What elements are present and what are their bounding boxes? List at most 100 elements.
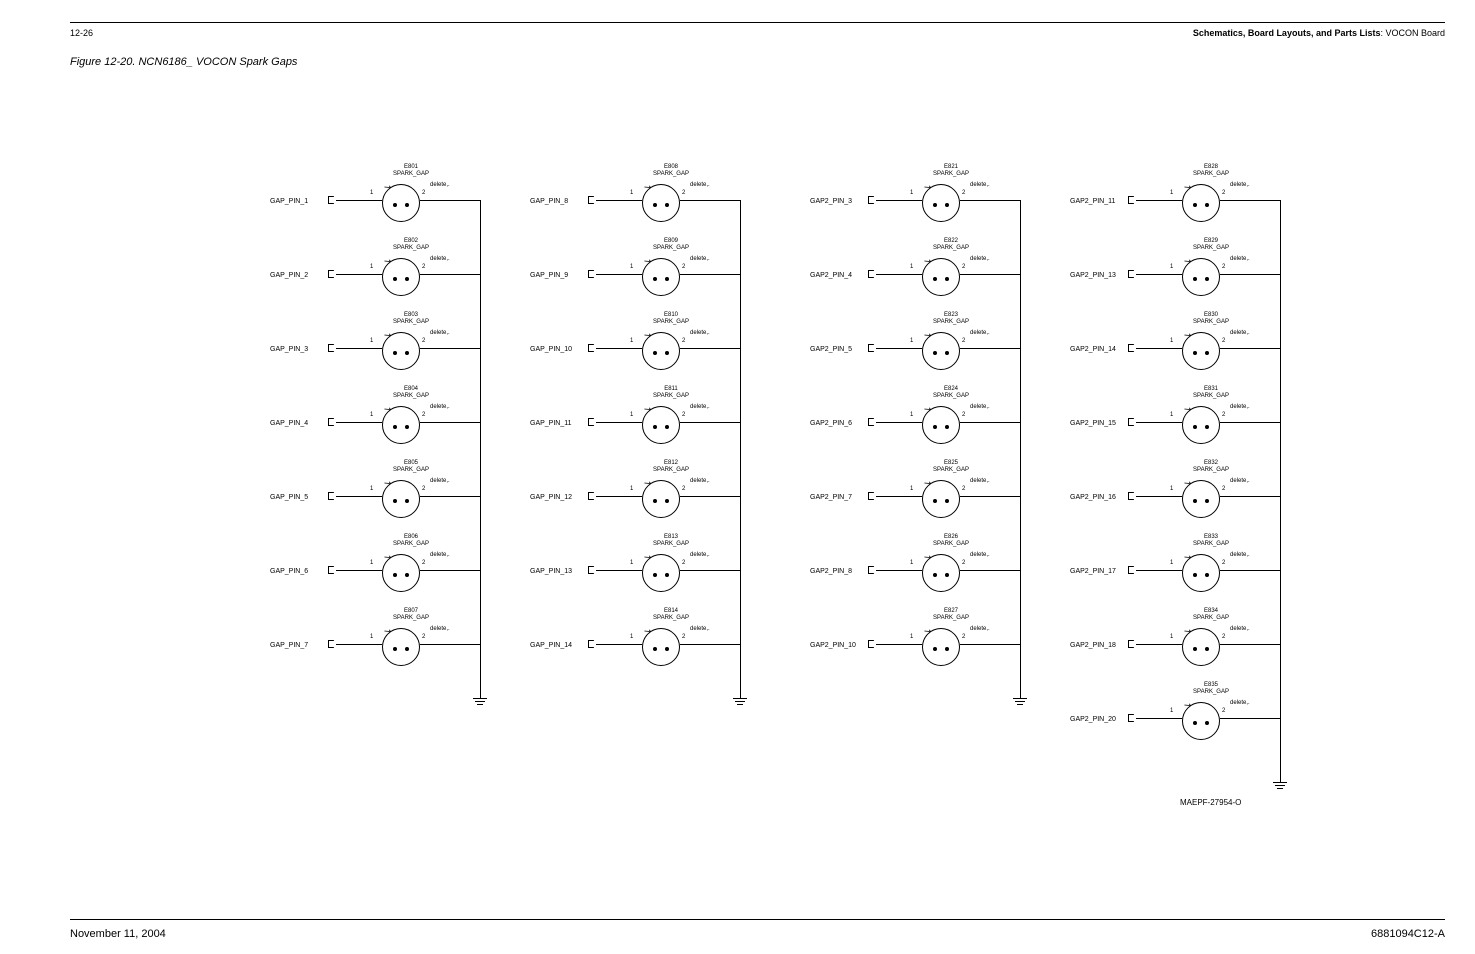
pin-2-label: 2 <box>422 560 425 566</box>
schematic-column: GAP2_PIN_3 1 E821SPARK_GAP delete,. ↘ 2 … <box>810 160 1070 678</box>
spark-gap-cell: GAP2_PIN_4 1 E822SPARK_GAP delete,. ↘ 2 <box>810 234 1070 308</box>
wire <box>336 274 382 275</box>
wire <box>876 348 922 349</box>
spark-gap-icon <box>1182 480 1220 518</box>
spark-gap-icon <box>382 258 420 296</box>
signal-label: GAP_PIN_9 <box>530 272 568 279</box>
signal-label: GAP_PIN_3 <box>270 346 308 353</box>
pin-2-label: 2 <box>422 264 425 270</box>
wire <box>1220 274 1280 275</box>
pin-2-label: 2 <box>962 560 965 566</box>
net-flag-icon <box>1128 714 1136 722</box>
ground-bus <box>1020 200 1021 698</box>
pin-2-label: 2 <box>1222 190 1225 196</box>
delete-annotation: delete,. <box>430 626 450 632</box>
wire <box>336 496 382 497</box>
pin-1-label: 1 <box>910 412 913 418</box>
pin-1-label: 1 <box>630 486 633 492</box>
signal-label: GAP2_PIN_8 <box>810 568 852 575</box>
wire <box>1136 496 1182 497</box>
wire <box>680 644 740 645</box>
signal-label: GAP_PIN_8 <box>530 198 568 205</box>
spark-gap-icon <box>922 480 960 518</box>
spark-gap-icon <box>922 406 960 444</box>
net-flag-icon <box>1128 344 1136 352</box>
signal-label: GAP_PIN_14 <box>530 642 572 649</box>
spark-gap-icon <box>642 406 680 444</box>
wire <box>420 644 480 645</box>
delete-annotation: delete,. <box>690 330 710 336</box>
wire <box>1220 718 1280 719</box>
ground-bus <box>740 200 741 698</box>
spark-gap-cell: GAP2_PIN_16 1 E832SPARK_GAP delete,. ↘ 2 <box>1070 456 1330 530</box>
delete-annotation: delete,. <box>1230 330 1250 336</box>
footer-date: November 11, 2004 <box>70 928 166 940</box>
delete-annotation: delete,. <box>430 182 450 188</box>
spark-gap-cell: GAP_PIN_12 1 E812SPARK_GAP delete,. ↘ 2 <box>530 456 790 530</box>
part-label: E834SPARK_GAP <box>1176 608 1246 621</box>
net-flag-icon <box>588 270 596 278</box>
signal-label: GAP2_PIN_18 <box>1070 642 1116 649</box>
net-flag-icon <box>868 640 876 648</box>
delete-annotation: delete,. <box>970 330 990 336</box>
pin-2-label: 2 <box>962 338 965 344</box>
rule-top <box>70 22 1445 23</box>
pin-1-label: 1 <box>370 338 373 344</box>
delete-annotation: delete,. <box>690 552 710 558</box>
spark-gap-cell: GAP2_PIN_15 1 E831SPARK_GAP delete,. ↘ 2 <box>1070 382 1330 456</box>
signal-label: GAP2_PIN_3 <box>810 198 852 205</box>
spark-gap-icon <box>922 184 960 222</box>
wire <box>680 348 740 349</box>
wire <box>680 422 740 423</box>
delete-annotation: delete,. <box>690 404 710 410</box>
wire <box>596 496 642 497</box>
pin-1-label: 1 <box>910 634 913 640</box>
pin-1-label: 1 <box>1170 708 1173 714</box>
spark-gap-icon <box>1182 332 1220 370</box>
signal-label: GAP_PIN_6 <box>270 568 308 575</box>
maepf-label: MAEPF-27954-O <box>1180 798 1241 807</box>
wire <box>876 644 922 645</box>
pin-2-label: 2 <box>682 190 685 196</box>
spark-gap-cell: GAP2_PIN_8 1 E826SPARK_GAP delete,. ↘ 2 <box>810 530 1070 604</box>
net-flag-icon <box>328 492 336 500</box>
pin-1-label: 1 <box>370 264 373 270</box>
spark-gap-cell: GAP2_PIN_18 1 E834SPARK_GAP delete,. ↘ 2 <box>1070 604 1330 678</box>
pin-1-label: 1 <box>630 264 633 270</box>
part-label: E829SPARK_GAP <box>1176 238 1246 251</box>
schematic-column: GAP_PIN_8 1 E808SPARK_GAP delete,. ↘ 2 G… <box>530 160 790 678</box>
spark-gap-cell: GAP_PIN_6 1 E806SPARK_GAP delete,. ↘ 2 <box>270 530 530 604</box>
pin-2-label: 2 <box>682 338 685 344</box>
spark-gap-cell: GAP_PIN_5 1 E805SPARK_GAP delete,. ↘ 2 <box>270 456 530 530</box>
pin-1-label: 1 <box>1170 338 1173 344</box>
wire <box>420 496 480 497</box>
spark-gap-icon <box>922 554 960 592</box>
delete-annotation: delete,. <box>1230 478 1250 484</box>
wire <box>1136 348 1182 349</box>
rule-bottom <box>70 919 1445 920</box>
spark-gap-icon <box>382 406 420 444</box>
net-flag-icon <box>588 566 596 574</box>
delete-annotation: delete,. <box>1230 404 1250 410</box>
pin-2-label: 2 <box>422 338 425 344</box>
spark-gap-cell: GAP2_PIN_20 1 E835SPARK_GAP delete,. ↘ 2 <box>1070 678 1330 752</box>
part-label: E830SPARK_GAP <box>1176 312 1246 325</box>
pin-2-label: 2 <box>682 486 685 492</box>
wire <box>336 570 382 571</box>
wire <box>680 274 740 275</box>
wire <box>680 200 740 201</box>
net-flag-icon <box>588 196 596 204</box>
delete-annotation: delete,. <box>690 478 710 484</box>
spark-gap-icon <box>642 628 680 666</box>
part-label: E805SPARK_GAP <box>376 460 446 473</box>
spark-gap-icon <box>922 628 960 666</box>
pin-2-label: 2 <box>962 264 965 270</box>
pin-1-label: 1 <box>630 412 633 418</box>
ground-bus <box>1280 200 1281 782</box>
pin-2-label: 2 <box>1222 412 1225 418</box>
pin-1-label: 1 <box>370 412 373 418</box>
wire <box>960 496 1020 497</box>
pin-2-label: 2 <box>682 412 685 418</box>
pin-1-label: 1 <box>910 190 913 196</box>
footer-docnum: 6881094C12-A <box>1371 928 1445 940</box>
